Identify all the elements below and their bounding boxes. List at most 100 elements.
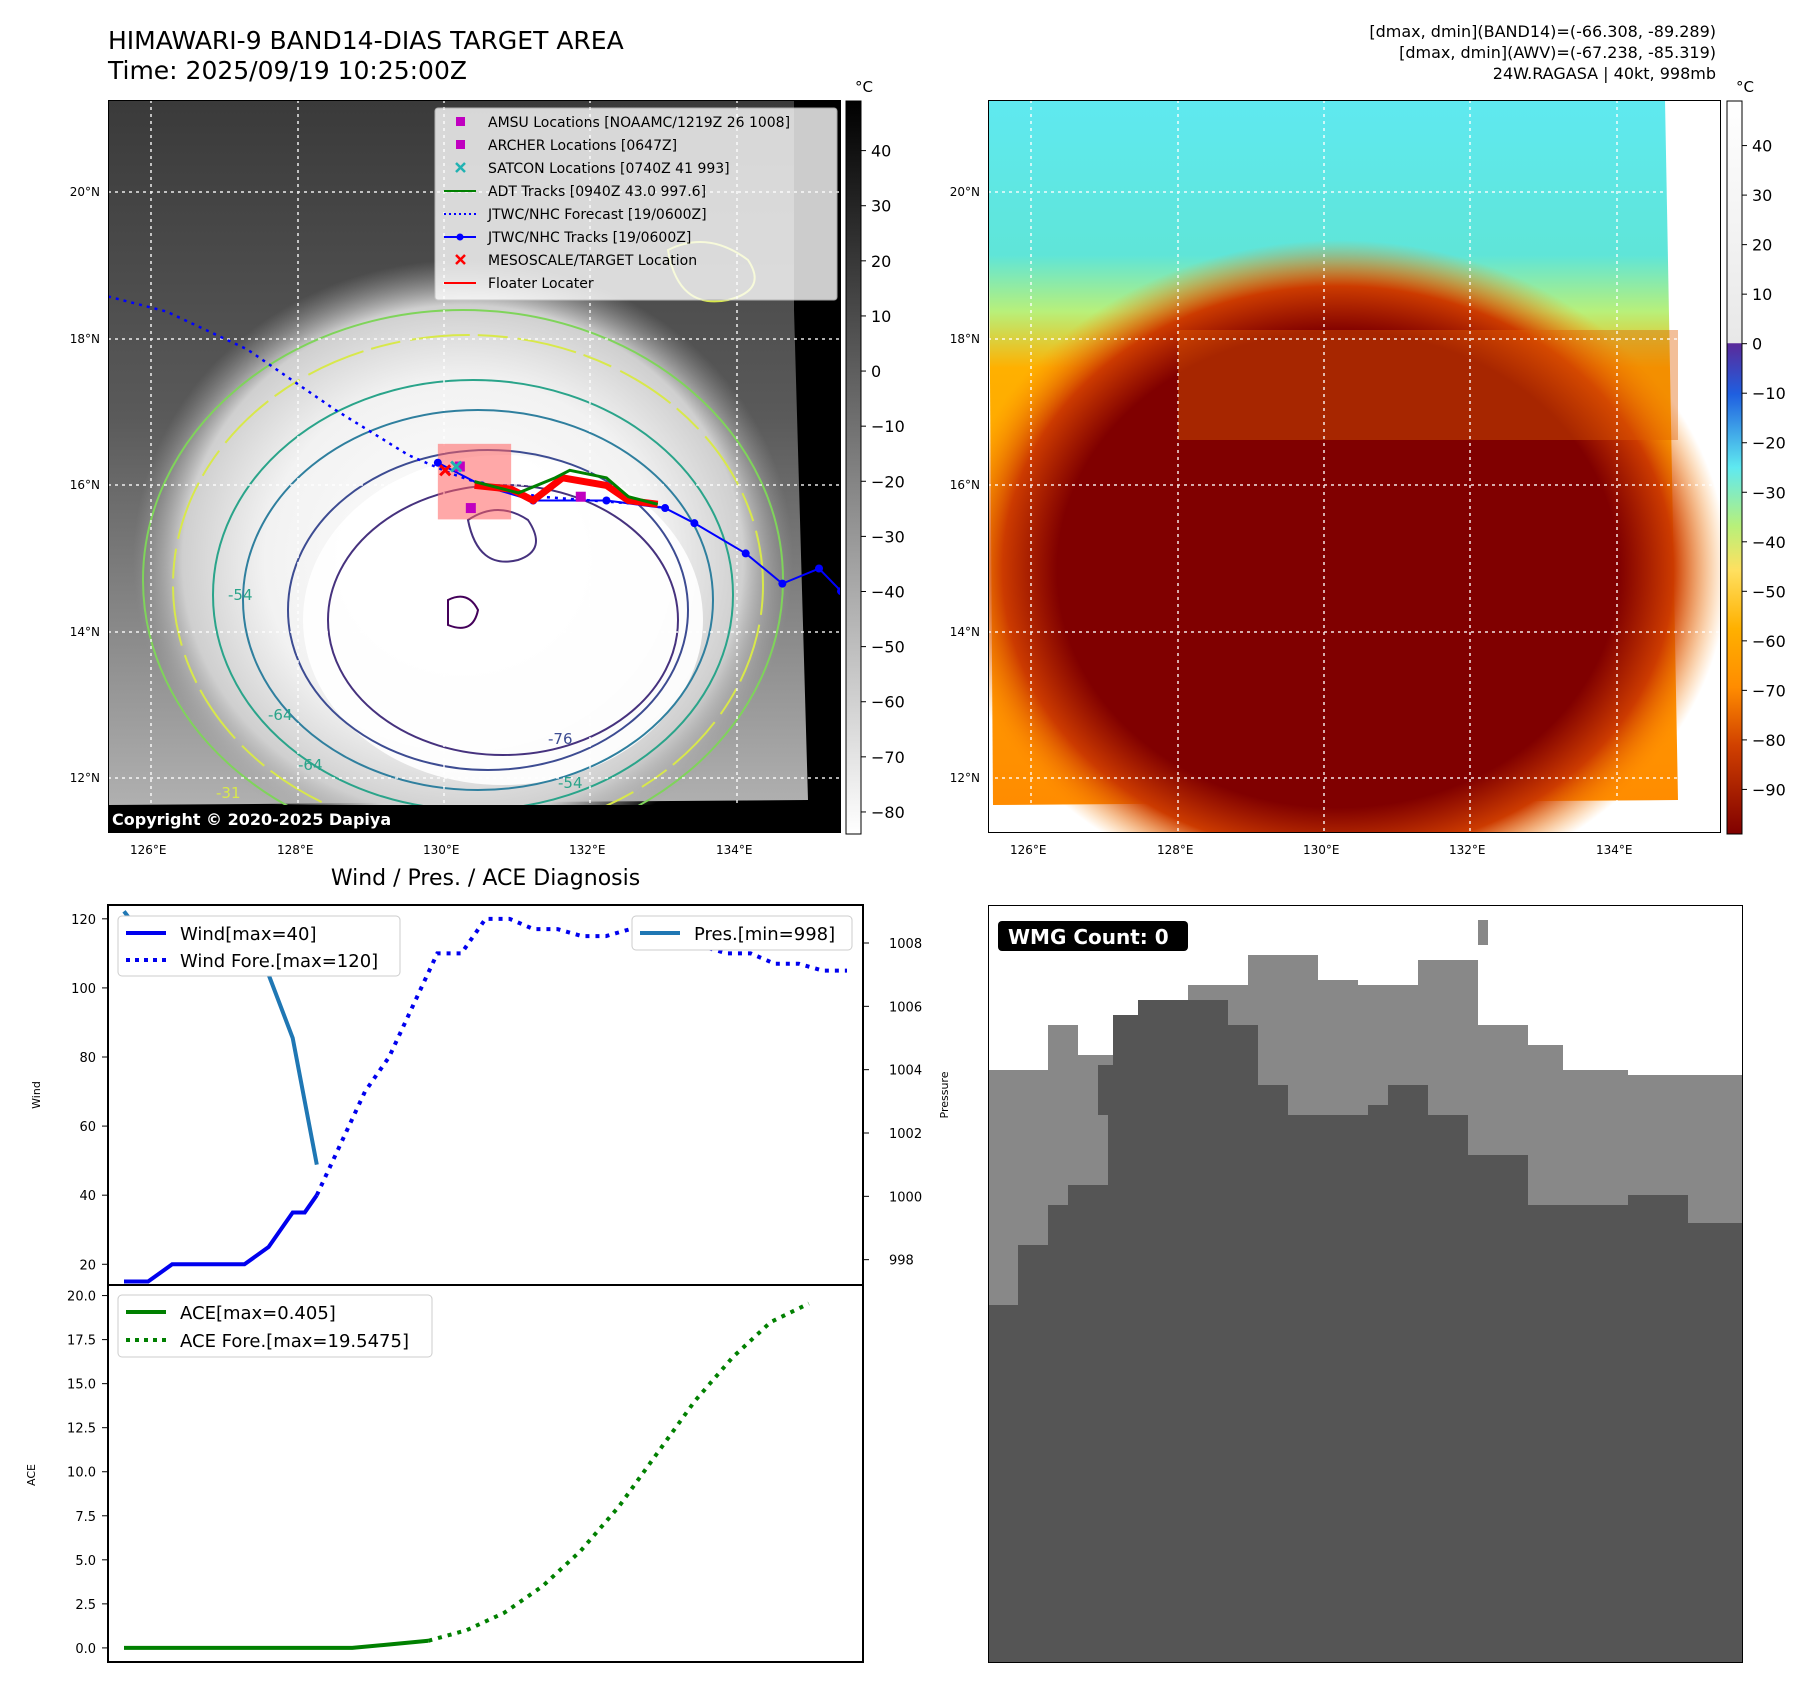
- colorbar-tick-label: 20: [1752, 236, 1772, 255]
- awv-lat-axis: 20°N 18°N 16°N 14°N 12°N: [920, 100, 984, 833]
- lat-label: 20°N: [949, 185, 980, 199]
- awv-lon-axis: 126°E 128°E 130°E 132°E 134°E: [988, 843, 1721, 863]
- map-lon-axis: 126°E 128°E 130°E 132°E 134°E: [108, 843, 841, 863]
- colorbar-tick-label: 20: [871, 252, 891, 271]
- info-storm: 24W.RAGASA | 40kt, 998mb: [1492, 64, 1716, 83]
- legend-label: JTWC/NHC Forecast [19/0600Z]: [487, 207, 707, 223]
- pressure-tick-label: 1002: [889, 1127, 922, 1142]
- ace-tick-label: 2.5: [75, 1598, 96, 1613]
- colorbar-unit: °C: [855, 78, 873, 96]
- series-line: [124, 1194, 319, 1284]
- lon-label: 128°E: [1157, 843, 1194, 857]
- jtwc-track-point: [433, 458, 442, 467]
- contour-label: -54: [558, 774, 583, 792]
- colorbar-tick-label: 40: [1752, 137, 1772, 156]
- colorbar-tick-label: −20: [1752, 434, 1786, 453]
- jtwc-track-point: [815, 564, 824, 573]
- colorbar-tick-label: −70: [1752, 681, 1786, 700]
- colorbar-tick-label: −80: [871, 803, 905, 822]
- contour-label: -64: [298, 756, 323, 774]
- legend-pressure: Pres.[min=998]: [694, 924, 835, 945]
- figure-title: HIMAWARI-9 BAND14-DIAS TARGET AREA: [108, 26, 624, 55]
- jtwc-track-point: [741, 549, 750, 558]
- colorbar-tick-label: −30: [871, 527, 905, 546]
- colorbar-tick-label: −40: [1752, 533, 1786, 552]
- lon-label: 128°E: [277, 843, 314, 857]
- lon-label: 132°E: [569, 843, 606, 857]
- pressure-tick-label: 1000: [889, 1190, 922, 1205]
- contour-label: -64: [268, 706, 293, 724]
- wind-tick-label: 120: [71, 913, 96, 928]
- legend-wind: Wind[max=40]: [180, 924, 317, 945]
- archer-marker: [465, 503, 476, 514]
- legend-symbol: [455, 254, 466, 265]
- legend-label: Floater Locater: [488, 276, 594, 292]
- lat-label: 12°N: [949, 771, 980, 785]
- contour-label: -54: [228, 586, 253, 604]
- ace-tick-label: 7.5: [75, 1510, 96, 1525]
- lon-label: 130°E: [423, 843, 460, 857]
- legend-wind-forecast: Wind Fore.[max=120]: [180, 951, 378, 972]
- lon-label: 132°E: [1449, 843, 1486, 857]
- lat-label: 18°N: [949, 332, 980, 346]
- pressure-tick-label: 1008: [889, 937, 922, 952]
- colorbar-tick-label: 0: [871, 362, 881, 381]
- colorbar-tick-label: −30: [1752, 483, 1786, 502]
- lat-label: 12°N: [69, 771, 100, 785]
- lat-label: 14°N: [949, 625, 980, 639]
- ace-tick-label: 10.0: [67, 1466, 96, 1481]
- legend-label: MESOSCALE/TARGET Location: [488, 253, 697, 269]
- adt-track-line: [474, 468, 659, 506]
- legend-label: ADT Tracks [0940Z 43.0 997.6]: [488, 184, 706, 200]
- jtwc-track-point: [602, 496, 611, 505]
- lon-label: 126°E: [130, 843, 167, 857]
- wmg-low-region: [988, 1000, 1743, 1663]
- ace-tick-label: 12.5: [67, 1422, 96, 1437]
- wind-tick-label: 20: [79, 1258, 96, 1273]
- ace-tick-label: 20.0: [67, 1290, 96, 1305]
- lon-label: 134°E: [1596, 843, 1633, 857]
- wind-tick-label: 40: [79, 1189, 96, 1204]
- ace-tick-label: 5.0: [75, 1554, 96, 1569]
- map-lat-axis: 20°N 18°N 16°N 14°N 12°N: [40, 100, 104, 833]
- colorbar-grayscale: °C 40 30 20 10 0 −10 −20 −30 −40 −50 −60 −70 −80: [845, 78, 905, 835]
- legend-symbol: [456, 117, 465, 126]
- colorbar-tick-label: −40: [871, 583, 905, 602]
- contour-label: -76: [548, 730, 573, 748]
- legend-symbol: [455, 162, 466, 173]
- wmg-panel: WMG Count: 0: [988, 905, 1743, 1663]
- map-legend: AMSU Locations [NOAAMC/1219Z 26 1008] ARC…: [434, 107, 838, 301]
- lon-label: 126°E: [1010, 843, 1047, 857]
- ace-tick-label: 15.0: [67, 1378, 96, 1393]
- pressure-legend: Pres.[min=998]: [631, 915, 853, 951]
- series-line: [427, 1301, 810, 1643]
- colorbar-tick-label: −60: [871, 693, 905, 712]
- awv-map: [988, 100, 1721, 833]
- legend-ace-forecast: ACE Fore.[max=19.5475]: [180, 1331, 409, 1352]
- contour-label: -31: [216, 784, 241, 802]
- lat-label: 16°N: [949, 478, 980, 492]
- copyright: Copyright © 2020-2025 Dapiya: [112, 810, 391, 829]
- satcon-marker: [450, 460, 463, 473]
- colorbar-tick-label: −90: [1752, 780, 1786, 799]
- colorbar-tick-label: −50: [1752, 582, 1786, 601]
- info-band14: [dmax, dmin](BAND14)=(-66.308, -89.289): [1369, 22, 1716, 41]
- pressure-tick-label: 1004: [889, 1064, 922, 1079]
- lon-label: 134°E: [716, 843, 753, 857]
- series-line: [314, 916, 847, 1197]
- jtwc-track-line: [437, 461, 841, 592]
- floater-line: [474, 474, 659, 508]
- colorbar-tick-label: −70: [871, 748, 905, 767]
- diagnosis-title: Wind / Pres. / ACE Diagnosis: [330, 866, 641, 891]
- colorbar-awv: °C 40 30 20 10 0 −10 −20 −30 −40 −50 −60 −70 −80 −90: [1726, 78, 1786, 835]
- series-line: [124, 1638, 429, 1650]
- ace-legend: ACE[max=0.405] ACE Fore.[max=19.5475]: [117, 1294, 433, 1358]
- jtwc-track-point: [778, 579, 787, 588]
- archer-marker: [454, 461, 465, 472]
- awv-gridlines: [988, 100, 1721, 833]
- lon-label: 130°E: [1303, 843, 1340, 857]
- colorbar-tick-label: −60: [1752, 632, 1786, 651]
- colorbar-tick-label: −10: [1752, 384, 1786, 403]
- legend-label: ARCHER Locations [0647Z]: [488, 138, 677, 154]
- diagnosis-chart: 20 40 60 80 100 120 998 1000 1002 1004 1006 1008 0.…: [25, 904, 950, 1663]
